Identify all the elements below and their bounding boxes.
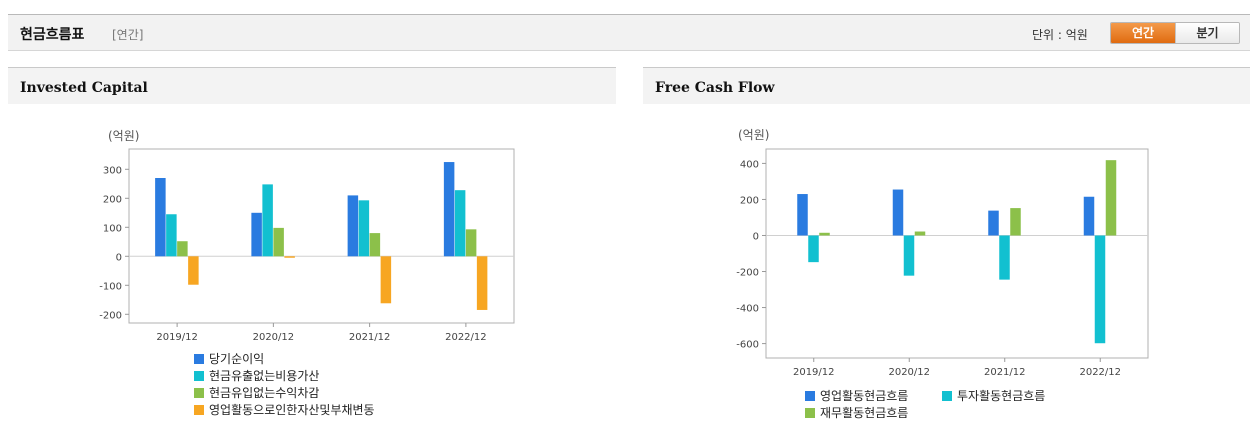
bar <box>251 212 262 257</box>
x-tick-label: 2021/12 <box>349 332 391 343</box>
bar <box>177 241 188 257</box>
y-tick-label: -200 <box>99 310 122 321</box>
y-tick-label: -600 <box>736 340 759 351</box>
legend-swatch <box>942 391 952 401</box>
bar <box>369 233 381 257</box>
y-tick-label: 200 <box>103 194 122 205</box>
x-tick-label: 2019/12 <box>156 332 198 343</box>
bar <box>999 235 1010 280</box>
y-tick-label: 300 <box>103 165 122 176</box>
x-tick-label: 2021/12 <box>984 367 1026 378</box>
bar <box>347 195 359 257</box>
x-tick-label: 2022/12 <box>1079 367 1121 378</box>
chart-unit-label: (억원) <box>738 128 769 142</box>
bar <box>988 210 999 236</box>
bar <box>819 232 830 236</box>
plot-area <box>765 148 1149 359</box>
legend-label: 영업활동현금흐름 <box>820 389 908 403</box>
x-tick-label: 2022/12 <box>445 332 487 343</box>
period-toggle: 연간 분기 <box>1110 22 1240 44</box>
chart-unit-label: (억원) <box>108 129 139 143</box>
legend-label: 현금유입없는수익차감 <box>209 386 319 400</box>
legend-swatch <box>805 391 815 401</box>
bar <box>914 231 926 236</box>
bar <box>188 256 199 285</box>
invested-capital-panel: Invested Capital (억원) -200 -100 0 100 200 300 2… <box>8 67 616 437</box>
bar <box>166 214 177 257</box>
toggle-annual-button[interactable]: 연간 <box>1111 23 1175 43</box>
y-tick-label: 100 <box>103 223 122 234</box>
legend-label: 영업활동으로인한자산및부채변동 <box>209 403 375 417</box>
x-tick-label: 2020/12 <box>253 332 295 343</box>
panel-header: Free Cash Flow <box>643 67 1250 104</box>
bar <box>284 256 295 258</box>
bar <box>443 162 455 257</box>
panel-header: Invested Capital <box>8 67 616 104</box>
bar <box>808 235 819 263</box>
legend-swatch <box>805 408 815 418</box>
legend-label: 투자활동현금흐름 <box>957 389 1045 403</box>
bar <box>1083 196 1095 236</box>
panel-title: Invested Capital <box>20 80 148 96</box>
x-tick-label: 2019/12 <box>793 367 835 378</box>
bar <box>1094 235 1106 344</box>
bar <box>380 256 392 304</box>
x-tick-label: 2020/12 <box>888 367 930 378</box>
toggle-quarterly-button[interactable]: 분기 <box>1175 23 1239 43</box>
bar <box>903 235 915 276</box>
y-tick-label: 400 <box>740 159 759 170</box>
page-title: 현금흐름표 <box>20 27 85 43</box>
y-tick-label: -400 <box>736 304 759 315</box>
legend-swatch <box>194 388 204 398</box>
bar <box>465 229 477 257</box>
legend-swatch <box>194 354 204 364</box>
bar <box>797 194 808 236</box>
legend-swatch <box>194 371 204 381</box>
invested-capital-chart: (억원) -200 -100 0 100 200 300 2019/12 2020/12 2021… <box>99 129 515 417</box>
y-tick-label: -200 <box>736 268 759 279</box>
bar <box>358 200 370 257</box>
free-cash-flow-panel: Free Cash Flow (억원) -600 -400 -200 0 200 400 20… <box>643 67 1250 437</box>
bar <box>1010 208 1021 236</box>
bar <box>454 190 466 257</box>
y-tick-label: -100 <box>99 281 122 292</box>
bar <box>262 184 273 257</box>
bar <box>1105 160 1117 236</box>
legend-label: 현금유출없는비용가산 <box>209 369 319 383</box>
legend-swatch <box>194 405 204 415</box>
legend-label: 재무활동현금흐름 <box>820 406 908 420</box>
y-tick-label: 0 <box>753 231 759 242</box>
free-cash-flow-chart: (억원) -600 -400 -200 0 200 400 2019/12 2020/12 202… <box>736 128 1149 420</box>
panel-title: Free Cash Flow <box>655 80 775 96</box>
top-rule <box>8 14 1250 15</box>
bar <box>476 256 488 310</box>
unit-label: 단위 : 억원 <box>1032 28 1088 42</box>
bar <box>273 227 284 257</box>
bar <box>155 178 166 257</box>
bar <box>892 189 904 236</box>
y-tick-label: 0 <box>116 252 122 263</box>
y-tick-label: 200 <box>740 195 759 206</box>
legend-label: 당기순이익 <box>209 352 264 366</box>
page-header: 현금흐름표 [연간] 단위 : 억원 연간 분기 <box>8 15 1250 51</box>
period-tag: [연간] <box>112 28 144 42</box>
